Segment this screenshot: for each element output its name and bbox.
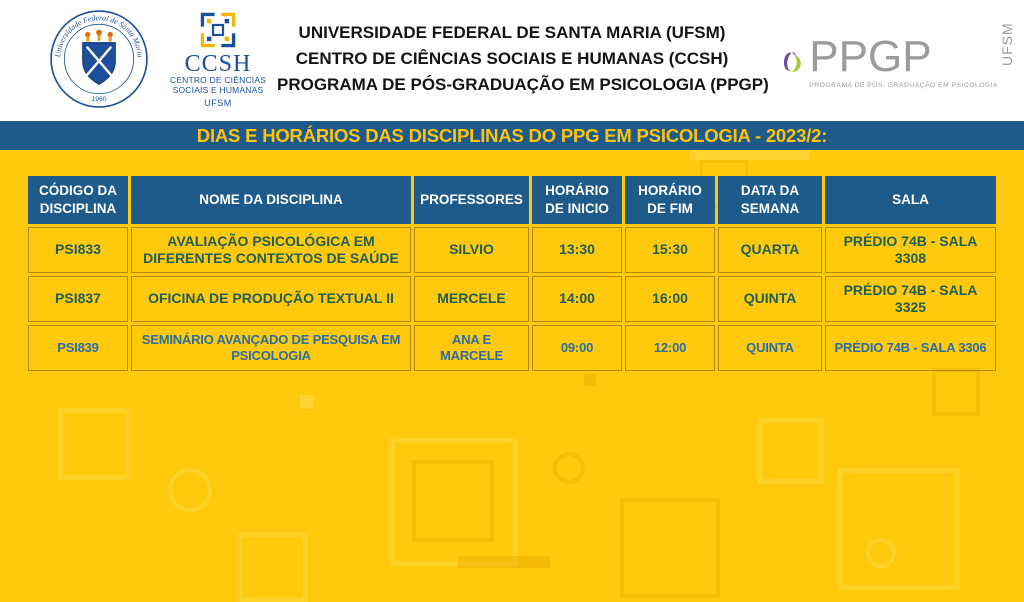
- seal-year: 1960: [92, 96, 107, 103]
- ppgp-ufsm-vertical: UFSM: [999, 22, 1015, 66]
- ccsh-line2: SOCIAIS E HUMANAS: [172, 84, 264, 95]
- cell-nome: SEMINÁRIO AVANÇADO DE PESQUISA EM PSICOL…: [131, 325, 411, 371]
- ufsm-seal-logo: Universidade Federal de Santa Maria 1960: [48, 8, 150, 110]
- pattern-shape: [758, 418, 824, 484]
- pattern-shape: [838, 468, 960, 590]
- cell-professores: MERCELE: [414, 276, 529, 322]
- cell-dia: QUINTA: [718, 276, 822, 322]
- ccsh-logo: CCSH CENTRO DE CIÊNCIAS SOCIAIS E HUMANA…: [163, 10, 273, 114]
- ufsm-seal-icon: Universidade Federal de Santa Maria 1960: [50, 10, 148, 108]
- ppgp-acronym: PPGP: [809, 32, 932, 81]
- col-header-professores: PROFESSORES: [414, 176, 529, 224]
- col-header-nome: NOME DA DISCIPLINA: [131, 176, 411, 224]
- ppgp-text: PPGP PROGRAMA DE PÓS- GRADUAÇÃO EM PSICO…: [809, 32, 998, 90]
- cell-codigo: PSI839: [28, 325, 128, 371]
- cell-horario-fim: 16:00: [625, 276, 715, 322]
- col-header-sala: SALA: [825, 176, 996, 224]
- cell-sala: PRÉDIO 74B - SALA 3308: [825, 227, 996, 273]
- ccsh-ufsm: UFSM: [204, 97, 232, 108]
- col-header-codigo: CÓDIGO DA DISCIPLINA: [28, 176, 128, 224]
- cell-professores: ANA E MARCELE: [414, 325, 529, 371]
- pattern-shape: [584, 374, 596, 386]
- cell-sala: PRÉDIO 74B - SALA 3325: [825, 276, 996, 322]
- cell-nome: OFICINA DE PRODUÇÃO TEXTUAL II: [131, 276, 411, 322]
- col-header-horario-inicio: HORÁRIO DE INICIO: [532, 176, 622, 224]
- cell-codigo: PSI837: [28, 276, 128, 322]
- pattern-shape: [866, 538, 896, 568]
- cell-professores: SILVIO: [414, 227, 529, 273]
- banner-title: DIAS E HORÁRIOS DAS DISCIPLINAS DO PPG E…: [196, 124, 828, 146]
- ccsh-line1: CENTRO DE CIÊNCIAS: [169, 75, 267, 85]
- pattern-shape: [238, 532, 308, 602]
- title-line-2: CENTRO DE CIÊNCIAS SOCIAIS E HUMANAS (CC…: [295, 49, 729, 68]
- pattern-shape: [553, 452, 585, 484]
- pattern-shape: [932, 368, 980, 416]
- pattern-shape: [690, 150, 810, 160]
- ppgp-logo: PPGP PROGRAMA DE PÓS- GRADUAÇÃO EM PSICO…: [782, 12, 1015, 112]
- seal-torches: [85, 29, 113, 42]
- cell-horario-fim: 12:00: [625, 325, 715, 371]
- cell-horario-inicio: 13:30: [532, 227, 622, 273]
- cell-dia: QUARTA: [718, 227, 822, 273]
- col-header-horario-fim: HORÁRIO DE FIM: [625, 176, 715, 224]
- ppgp-subtitle: PROGRAMA DE PÓS- GRADUAÇÃO EM PSICOLOGIA: [809, 82, 998, 89]
- cell-nome: AVALIAÇÃO PSICOLÓGICA EM DIFERENTES CONT…: [131, 227, 411, 273]
- schedule-table: CÓDIGO DA DISCIPLINA NOME DA DISCIPLINA …: [28, 176, 996, 371]
- pattern-shape: [458, 556, 550, 568]
- institution-title: UNIVERSIDADE FEDERAL DE SANTA MARIA (UFS…: [277, 20, 769, 98]
- pattern-shape: [58, 408, 130, 480]
- ccsh-icon: [200, 12, 236, 48]
- col-header-data-semana: DATA DA SEMANA: [718, 176, 822, 224]
- pattern-shape: [300, 395, 314, 409]
- pattern-shape: [412, 460, 494, 542]
- cell-horario-inicio: 14:00: [532, 276, 622, 322]
- title-line-3: PROGRAMA DE PÓS-GRADUAÇÃO EM PSICOLOGIA …: [277, 75, 769, 94]
- header: Universidade Federal de Santa Maria 1960: [0, 0, 1024, 121]
- title-line-1: UNIVERSIDADE FEDERAL DE SANTA MARIA (UFS…: [298, 23, 726, 42]
- pattern-shape: [168, 468, 212, 512]
- ppgp-mark-icon: [782, 52, 803, 72]
- ccsh-acronym: CCSH: [184, 51, 252, 77]
- pattern-shape: [390, 438, 518, 566]
- cell-dia: QUINTA: [718, 325, 822, 371]
- cell-horario-inicio: 09:00: [532, 325, 622, 371]
- banner: DIAS E HORÁRIOS DAS DISCIPLINAS DO PPG E…: [0, 121, 1024, 150]
- cell-sala: PRÉDIO 74B - SALA 3306: [825, 325, 996, 371]
- cell-horario-fim: 15:30: [625, 227, 715, 273]
- cell-codigo: PSI833: [28, 227, 128, 273]
- pattern-shape: [620, 498, 720, 598]
